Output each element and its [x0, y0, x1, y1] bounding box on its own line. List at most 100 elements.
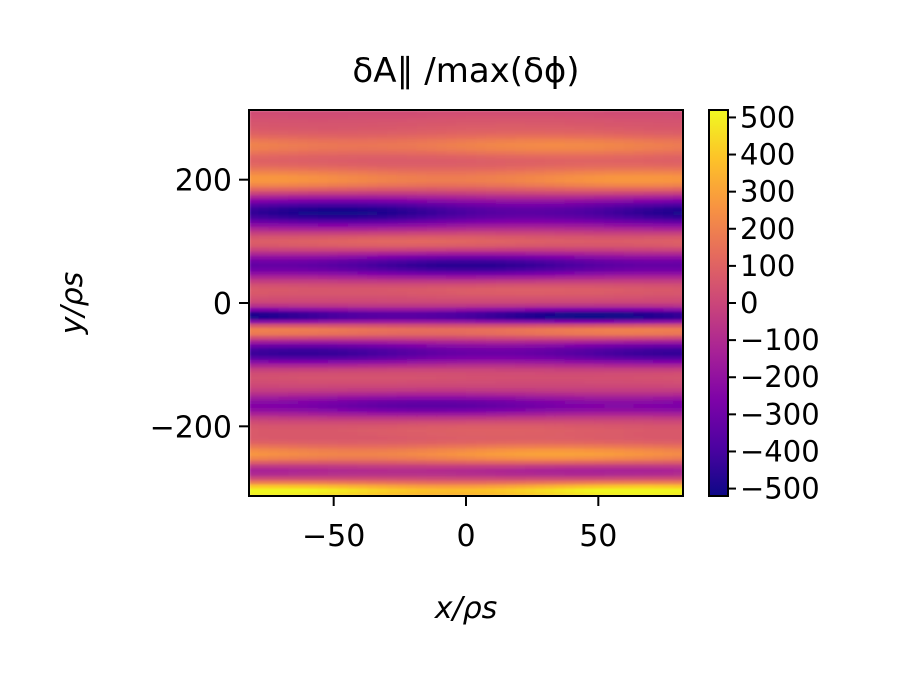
heatmap-cell	[535, 483, 546, 489]
heatmap-cell	[663, 230, 674, 236]
heatmap-cell	[584, 379, 595, 385]
heatmap-cell	[456, 303, 467, 308]
heatmap-cell	[308, 307, 319, 312]
heatmap-cell	[446, 258, 457, 264]
heatmap-cell	[633, 274, 645, 280]
heatmap-cell	[298, 327, 309, 332]
heatmap-cell	[436, 206, 447, 212]
heatmap-cell	[436, 447, 447, 453]
heatmap-cell	[446, 323, 457, 328]
heatmap-cell	[525, 423, 536, 429]
heatmap-cell	[396, 447, 408, 453]
heatmap-cell	[249, 395, 260, 401]
heatmap-cell	[574, 379, 585, 385]
heatmap-cell	[337, 375, 349, 380]
heatmap-cell	[535, 327, 546, 332]
heatmap-cell	[387, 138, 398, 143]
heatmap-cell	[337, 294, 349, 300]
heatmap-cell	[298, 294, 309, 300]
heatmap-cell	[367, 166, 378, 171]
heatmap-cell	[258, 214, 270, 220]
heatmap-cell	[505, 407, 516, 413]
heatmap-cell	[495, 154, 507, 159]
heatmap-cell	[357, 122, 368, 127]
heatmap-cell	[426, 214, 438, 220]
heatmap-cell	[663, 327, 674, 332]
heatmap-cell	[495, 214, 507, 220]
heatmap-cell	[406, 206, 418, 212]
heatmap-cell	[268, 294, 280, 300]
heatmap-cell	[446, 315, 457, 320]
heatmap-cell	[327, 294, 339, 300]
heatmap-cell	[574, 170, 585, 175]
heatmap-cell	[416, 162, 428, 167]
heatmap-cell	[278, 270, 290, 276]
heatmap-cell	[574, 242, 585, 248]
heatmap-cell	[584, 367, 595, 372]
heatmap-cell	[327, 250, 339, 256]
x-tick-label: 50	[579, 519, 617, 554]
heatmap-cell	[554, 242, 566, 248]
heatmap-cell	[574, 230, 585, 236]
heatmap-cell	[396, 395, 408, 401]
heatmap-cell	[406, 278, 418, 284]
heatmap-cell	[278, 162, 290, 167]
heatmap-cell	[594, 359, 605, 364]
heatmap-cell	[377, 423, 388, 429]
heatmap-cell	[308, 411, 319, 417]
heatmap-cell	[288, 303, 299, 308]
heatmap-cell	[357, 138, 368, 143]
heatmap-cell	[327, 419, 339, 425]
heatmap-cell	[663, 399, 674, 405]
heatmap-cell	[308, 166, 319, 171]
heatmap-cell	[446, 307, 457, 312]
heatmap-cell	[466, 311, 477, 316]
heatmap-cell	[347, 447, 359, 453]
heatmap-cell	[623, 246, 635, 252]
heatmap-cell	[643, 479, 655, 485]
heatmap-cell	[426, 202, 438, 208]
heatmap-cell	[456, 319, 467, 324]
heatmap-cell	[456, 443, 467, 449]
heatmap-cell	[446, 166, 457, 171]
heatmap-cell	[544, 439, 556, 445]
heatmap-cell	[584, 319, 595, 324]
heatmap-cell	[406, 427, 418, 433]
heatmap-cell	[377, 343, 388, 348]
heatmap-cell	[485, 331, 497, 336]
heatmap-cell	[663, 347, 674, 352]
heatmap-cell	[436, 138, 447, 143]
heatmap-cell	[613, 150, 625, 155]
heatmap-cell	[288, 146, 299, 151]
heatmap-cell	[347, 190, 359, 196]
heatmap-cell	[367, 359, 378, 364]
heatmap-cell	[515, 126, 526, 131]
heatmap-cell	[515, 343, 526, 348]
heatmap-cell	[623, 286, 635, 292]
heatmap-cell	[249, 303, 260, 308]
heatmap-cell	[554, 335, 566, 340]
heatmap-cell	[456, 238, 467, 244]
heatmap-cell	[633, 415, 645, 421]
heatmap-cell	[278, 226, 290, 232]
heatmap-cell	[278, 218, 290, 224]
heatmap-cell	[357, 146, 368, 151]
heatmap-cell	[268, 206, 280, 212]
heatmap-cell	[288, 311, 299, 316]
heatmap-cell	[456, 282, 467, 288]
heatmap-cell	[308, 298, 319, 304]
heatmap-cell	[535, 383, 546, 389]
heatmap-cell	[584, 415, 595, 421]
heatmap-cell	[505, 134, 516, 139]
heatmap-cell	[436, 427, 447, 433]
heatmap-cell	[594, 319, 605, 324]
heatmap-cell	[525, 483, 536, 489]
heatmap-cell	[466, 238, 477, 244]
heatmap-cell	[643, 162, 655, 167]
heatmap-cell	[604, 138, 615, 143]
heatmap-cell	[554, 463, 566, 469]
heatmap-cell	[584, 254, 595, 260]
heatmap-cell	[337, 467, 349, 473]
heatmap-cell	[308, 395, 319, 401]
heatmap-cell	[387, 347, 398, 352]
